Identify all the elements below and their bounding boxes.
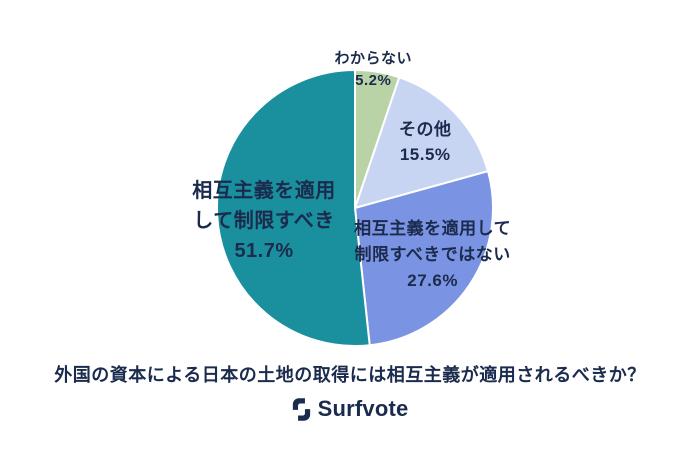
pie-slice-3 <box>215 69 371 347</box>
logo: Surfvote <box>0 396 700 422</box>
pie-slice-1 <box>354 76 489 209</box>
surfvote-logo-icon <box>292 397 310 421</box>
logo-text: Surfvote <box>317 396 409 421</box>
chart-title: 外国の資本による日本の土地の取得には相互主義が適用されるべきか？ <box>54 365 646 385</box>
pie-slice-2 <box>354 170 494 347</box>
